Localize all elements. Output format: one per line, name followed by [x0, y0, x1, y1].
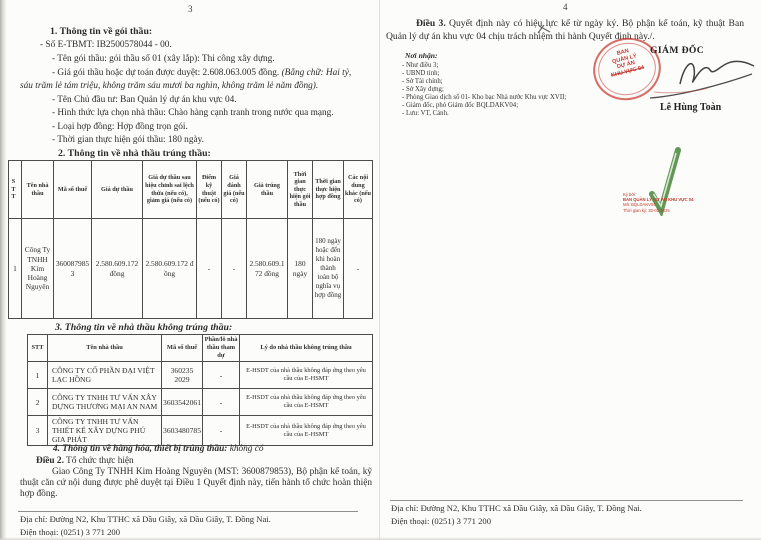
esign-line: Mã: BQLDAKV04	[623, 202, 656, 208]
section1-line-chu-dau-tu: - Tên Chủ đầu tư: Ban Quản lý dự án khu …	[52, 95, 237, 105]
section1-title: 1. Thông tin về gói thầu:	[50, 26, 153, 37]
table-row: 2 CÔNG TY TNHH TƯ VẤN XÂY DỰNG THƯƠNG MẠ…	[27, 388, 373, 416]
col-diem-ky-thuat: Điểm kỹ thuật (nếu có)	[196, 160, 222, 219]
col-ma-so-thue: Mã số thuế	[161, 334, 203, 362]
dieu2-body: Giao Công Ty TNHH Kim Hoàng Nguyên (MST:…	[20, 467, 372, 499]
esign-line: Ký bởi:	[623, 192, 637, 197]
col-gia-danh-gia: Giá đánh giá (nếu có)	[221, 160, 247, 219]
col-tg-hop-dong: Thời gian thực hiện hợp đồng	[312, 160, 344, 219]
cell-ma-so-thue: 3600879853	[53, 218, 92, 319]
signer-name: Lê Hùng Toàn	[660, 102, 722, 113]
left-footer-rule	[18, 511, 358, 512]
section1-line-gia-goi-thau: - Giá gói thầu hoặc dự toán được duyệt: …	[52, 68, 352, 78]
recipient-item: - Như điều 3;	[402, 62, 439, 69]
cell-tg-hop-dong: 180 ngày hoặc đến khi hoàn thành toàn bộ…	[312, 218, 344, 319]
cell-stt: 2	[27, 388, 48, 416]
cell-ma-so-thue: 3603542061	[161, 388, 203, 416]
scan-edge-left	[0, 0, 7, 540]
recipient-item: - Sở Xây dựng;	[402, 86, 444, 93]
cell-ten-nha-thau: CÔNG TY TNHH TƯ VẤN THIẾT KẾ XÂY DỰNG PH…	[47, 415, 162, 446]
right-footer-rule	[390, 500, 743, 501]
col-ma-so-thue: Mã số thuế	[53, 160, 92, 219]
non-winning-header-row: STT Tên nhà thầu Mã số thuế Phần/lô nhà …	[27, 334, 373, 362]
table-row: 3 CÔNG TY TNHH TƯ VẤN THIẾT KẾ XÂY DỰNG …	[27, 415, 373, 446]
recipient-item: - Lưu: VT, Cảnh.	[402, 110, 449, 117]
col-gia-sau-hieu-chinh: Giá dự thầu sau hiệu chỉnh sai lệch thừa…	[142, 160, 197, 219]
col-ly-do: Lý do nhà thầu không trúng thầu	[239, 334, 373, 362]
recipient-item: - Giám đốc, phó Giám đốc BQLDAKV04;	[402, 102, 519, 109]
cell-gia-du-thau: 2.580.609.172 đồng	[91, 218, 143, 319]
col-stt: STT	[8, 160, 22, 219]
dieu3-paragraph: Điều 3. Quyết định này có hiệu lực kể từ…	[386, 18, 744, 42]
cell-gia-trung-thau: 2.580.609.172 đồng	[246, 218, 288, 319]
cell-phan-lo: -	[202, 388, 240, 416]
section3-title: 3. Thông tin về nhà thầu không trúng thầ…	[55, 322, 233, 333]
cell-ma-so-thue: 360235 2029	[161, 361, 203, 389]
cell-stt: 1	[8, 218, 22, 319]
right-footer-address: Địa chỉ: Đường N2, Khu TTHC xã Dầu Giây,…	[391, 503, 642, 513]
cell-ly-do: E-HSDT của nhà thầu không đáp ứng theo y…	[239, 415, 373, 446]
cell-ma-so-thue: 3603480785	[161, 415, 203, 446]
page-divider	[379, 0, 380, 540]
cell-noi-dung-khac: -	[343, 218, 373, 319]
cell-ly-do: E-HSDT của nhà thầu không đáp ứng theo y…	[239, 361, 373, 389]
signature-scribble	[649, 60, 755, 99]
esign-line: Thời gian ký: 20-02-2025	[623, 207, 670, 213]
col-stt: STT	[27, 334, 48, 362]
dieu2-heading: Điều 2. Tổ chức thực hiện	[36, 456, 134, 466]
recipient-item: - Phòng Giao dịch số 01- Kho bạc Nhà nướ…	[402, 94, 567, 101]
cell-stt: 3	[27, 415, 48, 446]
recipient-item: - Sở Tài chính;	[402, 78, 443, 85]
col-ten-nha-thau: Tên nhà thầu	[21, 160, 54, 219]
esign-checkmark-icon	[649, 147, 681, 216]
section1-line-thoi-gian: - Thời gian thực hiện gói thầu: 180 ngày…	[52, 135, 204, 145]
section2-title: 2. Thông tin về nhà thầu trúng thầu:	[58, 148, 211, 159]
left-footer-address: Địa chỉ: Đường N2, Khu TTHC xã Dầu Giây,…	[20, 514, 271, 524]
cell-gia-danh-gia: -	[221, 218, 247, 319]
cell-tg-goi-thau: 180 ngày	[287, 218, 313, 319]
scan-edge-bottom	[0, 537, 761, 540]
section1-line-hinh-thuc: - Hình thức lựa chọn nhà thầu: Chào hàng…	[52, 108, 334, 118]
winning-bidder-header-row: STT Tên nhà thầu Mã số thuế Giá dự thầu …	[8, 160, 373, 219]
recipient-item: - UBND tỉnh;	[402, 70, 440, 77]
cell-phan-lo: -	[202, 361, 240, 389]
col-ten-nha-thau: Tên nhà thầu	[47, 334, 162, 362]
right-footer-phone: Điện thoại: (0251) 3 771 200	[391, 516, 492, 526]
section1-line-loai-hop-dong: - Loại hợp đồng: Hợp đồng trọn gói.	[52, 122, 188, 132]
section4-title-line: 4. Thông tin về hàng hóa, thiết bị trúng…	[53, 444, 264, 454]
table-row: 1 CÔNG TY CỔ PHẦN ĐẠI VIỆT LẠC HỒNG 3602…	[27, 361, 373, 389]
cell-gia-sau-hieu-chinh: 2.580.609.172 đồng	[142, 218, 197, 319]
non-winning-bidders-table: STT Tên nhà thầu Mã số thuế Phần/lô nhà …	[27, 334, 373, 446]
cell-ten-nha-thau: Công Ty TNHH Kim Hoàng Nguyên	[21, 218, 54, 319]
col-noi-dung-khac: Các nội dung khác (nếu có)	[343, 160, 373, 219]
section1-line-etbmt: - Số E-TBMT: IB2500578044 - 00.	[40, 40, 172, 50]
esign-text-block: Ký bởi: BAN QUẢN LÝ DỰ ÁN KHU VỰC 04 Mã:…	[623, 192, 693, 213]
cell-ten-nha-thau: CÔNG TY TNHH TƯ VẤN XÂY DỰNG THƯƠNG MẠI …	[47, 388, 162, 416]
section1-line-ten-goi-thau: - Tên gói thầu: gói thầu số 01 (xây lắp)…	[52, 54, 275, 64]
col-phan-lo: Phần/lô nhà thầu tham dự	[202, 334, 240, 362]
col-gia-trung-thau: Giá trúng thầu	[246, 160, 288, 219]
col-gia-du-thau: Giá dự thầu	[91, 160, 143, 219]
cell-stt: 1	[27, 361, 48, 389]
recipients-title: Nơi nhận:	[405, 51, 438, 60]
left-page-number: 3	[188, 4, 193, 14]
section1-line-bang-chu: sáu trăm lẻ tám triệu, không trăm sáu mư…	[20, 81, 319, 91]
winning-bidder-table: STT Tên nhà thầu Mã số thuế Giá dự thầu …	[8, 160, 373, 319]
left-footer-phone: Điện thoại: (0251) 3 771 200	[20, 527, 121, 537]
cell-ten-nha-thau: CÔNG TY CỔ PHẦN ĐẠI VIỆT LẠC HỒNG	[47, 361, 162, 389]
right-page-number: 4	[563, 2, 568, 12]
esign-line: BAN QUẢN LÝ DỰ ÁN KHU VỰC 04	[623, 197, 694, 203]
col-tg-goi-thau: Thời gian thực hiện gói thầu	[287, 160, 313, 219]
cell-ly-do: E-HSDT của nhà thầu không đáp ứng theo y…	[239, 388, 373, 416]
handwritten-mark-icon	[537, 24, 551, 34]
winning-bidder-row: 1 Công Ty TNHH Kim Hoàng Nguyên 36008798…	[8, 218, 373, 319]
cell-phan-lo: -	[202, 415, 240, 446]
signer-title: GIÁM ĐỐC	[650, 45, 705, 56]
cell-diem-ky-thuat: -	[196, 218, 222, 319]
